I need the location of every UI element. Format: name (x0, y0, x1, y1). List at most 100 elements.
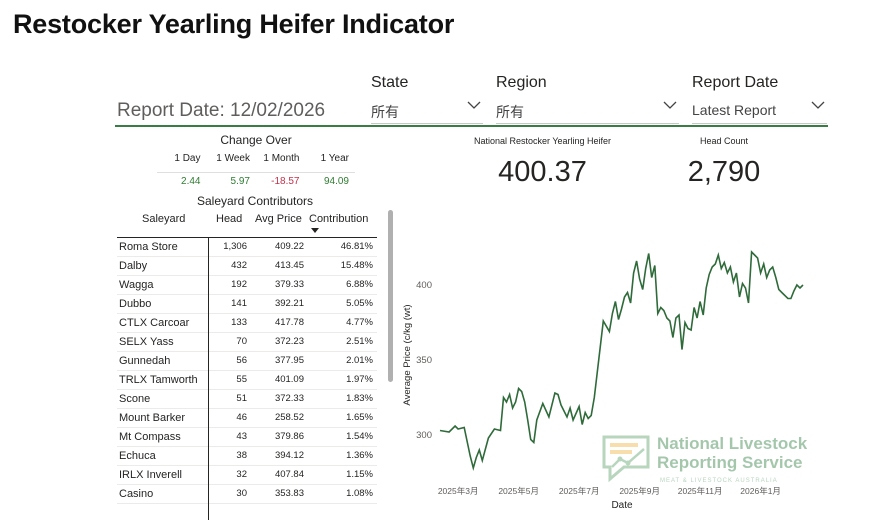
cell-head: 46 (236, 412, 247, 423)
table-row[interactable]: SELX Yass 70 372.23 2.51% (117, 333, 377, 352)
x-tick-label: 2025年7月 (559, 486, 600, 496)
change-over-values: 2.44 5.97 -18.57 94.09 (157, 176, 355, 187)
cell-head: 30 (236, 488, 247, 499)
cell-avg-price: 379.33 (274, 279, 304, 290)
report-date-dropdown-value: Latest Report (692, 102, 777, 118)
state-dropdown[interactable]: 所有 (371, 96, 483, 124)
table-row[interactable]: Mt Compass 43 379.86 1.54% (117, 428, 377, 447)
indicator-value: 400.37 (498, 156, 587, 188)
y-tick-label: 350 (416, 355, 432, 366)
cell-avg-price: 372.23 (274, 336, 304, 347)
cell-avg-price: 372.33 (274, 393, 304, 404)
nlrs-logo: National Livestock Reporting Service MEA… (602, 434, 808, 484)
cell-head: 432 (231, 260, 247, 271)
cell-contribution: 1.83% (346, 393, 373, 404)
cell-contribution: 2.01% (346, 355, 373, 366)
cell-contribution: 1.15% (346, 469, 373, 480)
column-header-avg-price[interactable]: Avg Price (255, 213, 302, 225)
column-header-contribution[interactable]: Contribution (309, 213, 369, 225)
table-row[interactable]: Casino 30 353.83 1.08% (117, 485, 377, 504)
watermark-line-3: MEAT & LIVESTOCK AUSTRALIA (660, 478, 778, 484)
cell-avg-price: 417.78 (274, 317, 304, 328)
cell-contribution: 1.97% (346, 374, 373, 385)
cell-contribution: 2.51% (346, 336, 373, 347)
saleyard-table: Roma Store 1,306 409.22 46.81% Dalby 432 413.4… (117, 237, 377, 504)
change-over-divider (157, 172, 355, 173)
x-tick-label: 2025年3月 (438, 486, 479, 496)
table-row[interactable]: IRLX Inverell 32 407.84 1.15% (117, 466, 377, 485)
change-1-week: 5.97 (230, 176, 250, 187)
change-1-year: 94.09 (323, 176, 349, 187)
table-row[interactable]: Echuca 38 394.12 1.36% (117, 447, 377, 466)
nlrs-logo-icon (602, 435, 650, 483)
table-row[interactable]: TRLX Tamworth 55 401.09 1.97% (117, 371, 377, 390)
y-axis-label: Average Price (c/kg (wt) (402, 304, 413, 405)
table-row[interactable]: Scone 51 372.33 1.83% (117, 390, 377, 409)
cell-saleyard: IRLX Inverell (119, 469, 182, 481)
cell-contribution: 15.48% (340, 260, 373, 271)
report-date-dropdown[interactable]: Latest Report (692, 96, 827, 124)
cell-saleyard: TRLX Tamworth (119, 374, 198, 386)
column-header-head[interactable]: Head (216, 213, 243, 225)
table-scrollbar[interactable] (388, 210, 393, 382)
price-series-line (439, 250, 804, 472)
region-dropdown-value: 所有 (496, 104, 524, 120)
state-filter-label: State (371, 74, 409, 91)
change-1-day: 2.44 (181, 176, 201, 187)
table-row[interactable]: Gunnedah 56 377.95 2.01% (117, 352, 377, 371)
cell-saleyard: Mt Compass (119, 431, 181, 443)
cell-avg-price: 379.86 (274, 431, 304, 442)
cell-saleyard: Dalby (119, 260, 148, 272)
cell-avg-price: 258.52 (274, 412, 304, 423)
table-row[interactable]: Wagga 192 379.33 6.88% (117, 276, 377, 295)
headcount-label: Head Count (699, 136, 749, 146)
header-divider (115, 125, 828, 127)
cell-head: 56 (236, 355, 247, 366)
cell-avg-price: 353.83 (274, 488, 304, 499)
y-tick-label: 300 (416, 430, 432, 441)
table-row[interactable]: Dalby 432 413.45 15.48% (117, 257, 377, 276)
cell-avg-price: 413.45 (274, 260, 304, 271)
cell-saleyard: Echuca (119, 450, 156, 462)
change-over-header: 1 Day (174, 153, 201, 164)
cell-saleyard: Casino (119, 488, 154, 500)
watermark-line-1: National Livestock (657, 434, 808, 453)
cell-contribution: 46.81% (340, 241, 373, 252)
report-date-text: Report Date: 12/02/2026 (117, 100, 326, 121)
page-title: Restocker Yearling Heifer Indicator (13, 9, 455, 39)
cell-contribution: 5.05% (346, 298, 373, 309)
price-line-chart: 300 350 400 2025年3月 2025年5月 2025年7月 2025年9月 202… (402, 250, 808, 511)
cell-saleyard: Mount Barker (119, 412, 186, 424)
table-row[interactable]: Mount Barker 46 258.52 1.65% (117, 409, 377, 428)
headcount-value: 2,790 (687, 156, 761, 188)
cell-saleyard: Gunnedah (119, 355, 171, 367)
x-tick-label: 2025年9月 (619, 486, 660, 496)
chevron-down-icon (811, 101, 825, 109)
state-dropdown-value: 所有 (371, 104, 399, 120)
cell-head: 43 (236, 431, 247, 442)
change-1-month: -18.57 (271, 176, 300, 187)
change-over-title: Change Over (220, 133, 292, 147)
cell-head: 55 (236, 374, 247, 385)
change-over-header: 1 Year (320, 153, 349, 164)
change-over-header: 1 Week (216, 153, 250, 164)
cell-contribution: 1.08% (346, 488, 373, 499)
cell-head: 32 (236, 469, 247, 480)
cell-contribution: 1.36% (346, 450, 373, 461)
cell-saleyard: Dubbo (119, 298, 152, 310)
table-row[interactable]: Roma Store 1,306 409.22 46.81% (117, 238, 377, 257)
cell-head: 133 (231, 317, 247, 328)
table-row[interactable]: CTLX Carcoar 133 417.78 4.77% (117, 314, 377, 333)
cell-saleyard: SELX Yass (119, 336, 174, 348)
report-date-filter-label: Report Date (692, 74, 779, 91)
sort-descending-icon[interactable] (311, 228, 319, 234)
cell-saleyard: Scone (119, 393, 151, 405)
table-row[interactable]: Dubbo 141 392.21 5.05% (117, 295, 377, 314)
cell-head: 51 (236, 393, 247, 404)
cell-avg-price: 392.21 (274, 298, 304, 309)
cell-avg-price: 407.84 (274, 469, 304, 480)
change-over-header: 1 Month (263, 153, 300, 164)
region-dropdown[interactable]: 所有 (496, 96, 679, 124)
cell-head: 192 (231, 279, 247, 290)
column-header-saleyard[interactable]: Saleyard (142, 213, 186, 225)
